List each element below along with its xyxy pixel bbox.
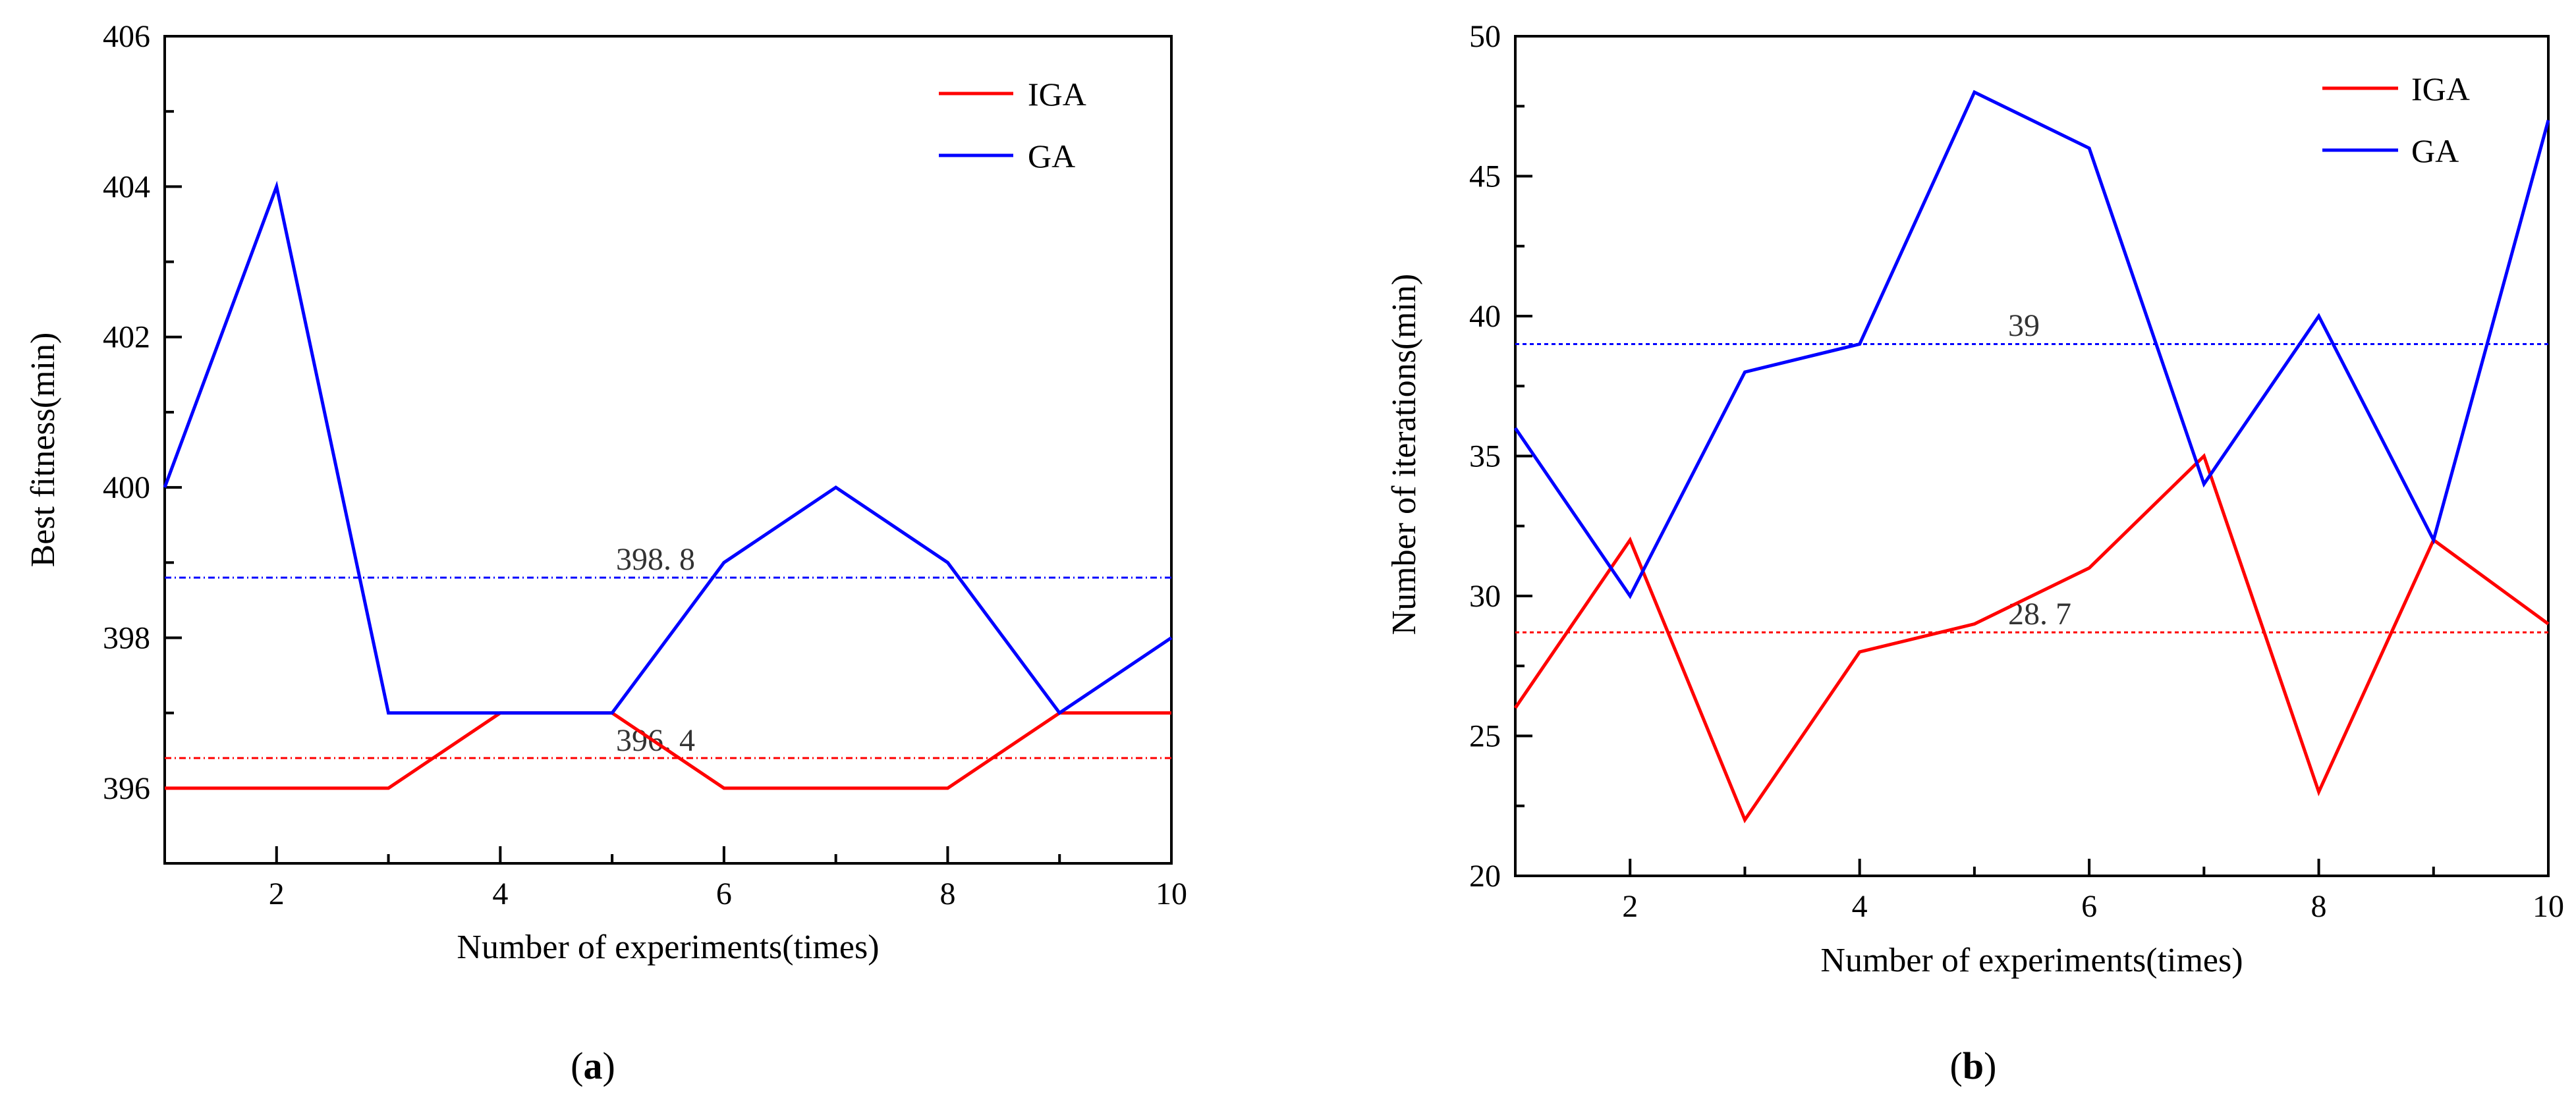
y-tick-label: 398 xyxy=(103,620,150,655)
ref-label-ga: 39 xyxy=(2008,308,2040,343)
series-line-ga xyxy=(163,180,1173,716)
y-tick-label: 40 xyxy=(1469,299,1501,334)
x-tick-label: 10 xyxy=(2533,889,2564,924)
x-tick-label: 10 xyxy=(1156,877,1187,911)
y-tick-label: 50 xyxy=(1469,19,1501,54)
x-tick-label: 8 xyxy=(939,877,955,911)
plot-frame xyxy=(163,35,1173,865)
series xyxy=(1513,90,2550,824)
caption-open: ( xyxy=(571,1044,583,1087)
plot-frame xyxy=(1514,35,2550,877)
series xyxy=(163,180,1173,790)
y-tick-label: 30 xyxy=(1469,579,1501,614)
y-tick-label: 402 xyxy=(103,320,150,355)
x-tick-label: 6 xyxy=(716,877,732,911)
ticks: 2 4 6 8 10 396 398 400 402 404 406 xyxy=(103,19,1187,911)
caption-letter: a xyxy=(584,1044,603,1087)
x-axis-title: Number of experiments(times) xyxy=(457,929,879,966)
y-tick-label: 396 xyxy=(103,771,150,806)
y-tick-label: 404 xyxy=(103,169,150,204)
caption-close: ) xyxy=(1984,1044,1996,1087)
caption-a: (a) xyxy=(571,1044,615,1087)
series-line-ga xyxy=(1513,90,2550,599)
legend-label-ga: GA xyxy=(1028,138,1075,175)
caption-b: (b) xyxy=(1950,1044,1997,1087)
caption-letter: b xyxy=(1963,1044,1984,1087)
x-tick-label: 4 xyxy=(492,877,508,911)
y-tick-label: 406 xyxy=(103,19,150,54)
y-tick-label: 400 xyxy=(103,470,150,505)
legend-label-iga: IGA xyxy=(2411,70,2470,107)
x-tick-label: 4 xyxy=(1852,889,1868,924)
legend-label-ga: GA xyxy=(2411,132,2459,169)
y-tick-label: 25 xyxy=(1469,719,1501,754)
ref-label-ga: 398. 8 xyxy=(616,542,695,577)
x-tick-label: 2 xyxy=(1622,889,1638,924)
caption-open: ( xyxy=(1950,1044,1963,1087)
x-axis-title: Number of experiments(times) xyxy=(1820,942,2243,979)
chart-a: Number of experiments(times) Best fitnes… xyxy=(24,19,1187,1087)
x-tick-label: 8 xyxy=(2311,889,2327,924)
y-axis-title: Best fitness(min) xyxy=(24,333,62,568)
caption-close: ) xyxy=(603,1044,615,1087)
ticks: 2 4 6 8 10 20 25 30 35 40 45 50 xyxy=(1469,19,2564,924)
x-tick-label: 6 xyxy=(2081,889,2097,924)
y-axis-title: Number of iterations(min) xyxy=(1386,274,1423,635)
chart-b: Number of experiments(times) Number of i… xyxy=(1386,19,2564,1087)
y-tick-label: 35 xyxy=(1469,439,1501,474)
y-tick-label: 20 xyxy=(1469,859,1501,894)
y-tick-label: 45 xyxy=(1469,159,1501,194)
legend-label-iga: IGA xyxy=(1028,76,1086,113)
series-line-iga xyxy=(1513,452,2550,824)
series-line-iga xyxy=(165,711,1171,790)
x-tick-label: 2 xyxy=(269,877,285,911)
